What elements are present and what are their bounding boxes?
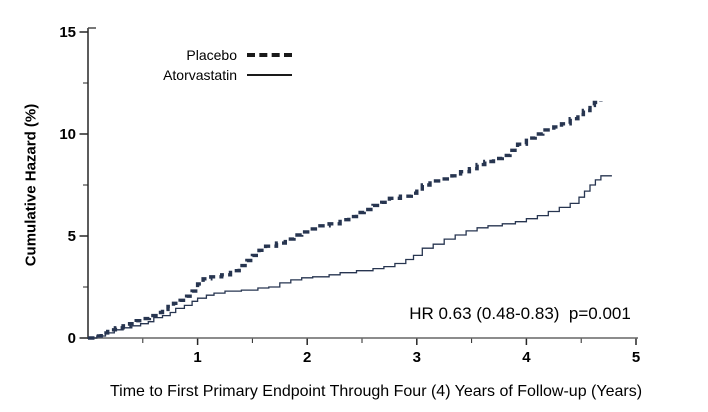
y-axis-title: Cumulative Hazard (%)	[22, 103, 40, 267]
y-tick-label: 0	[68, 330, 76, 347]
x-tick-label: 1	[193, 349, 201, 366]
placebo-curve	[88, 100, 603, 340]
legend-label-atorvastatin: Atorvastatin	[163, 67, 237, 83]
y-tick-label: 5	[68, 228, 76, 245]
x-tick-label: 3	[413, 349, 421, 366]
x-tick-label: 5	[632, 349, 640, 366]
x-tick-label: 4	[522, 349, 531, 366]
x-axis-title: Time to First Primary Endpoint Through F…	[109, 383, 643, 400]
x-tick-label: 2	[303, 349, 311, 366]
atorvastatin-curve	[88, 175, 612, 339]
y-tick-label: 15	[59, 24, 76, 41]
legend-label-placebo: Placebo	[186, 47, 237, 63]
legend-dashed-line-sample	[247, 53, 292, 57]
legend-solid-line-sample	[247, 74, 292, 76]
y-tick-label: 10	[59, 126, 76, 143]
hazard-ratio-annotation: HR 0.63 (0.48-0.83) p=0.001	[409, 304, 631, 323]
